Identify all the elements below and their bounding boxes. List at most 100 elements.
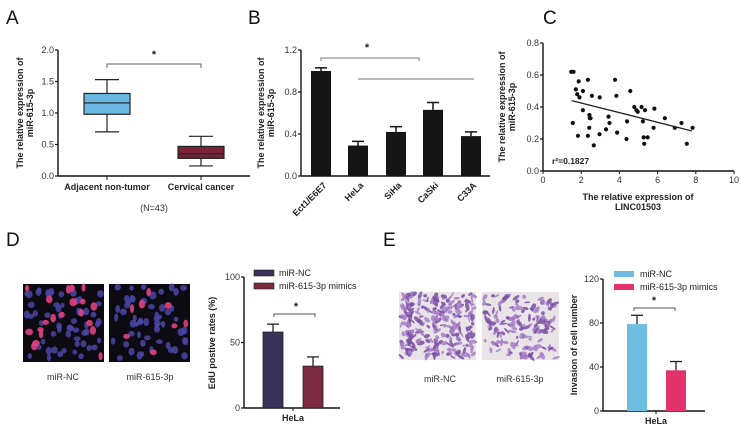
bar-mir-nc (627, 314, 647, 411)
panel-letter-d: D (6, 230, 20, 251)
legend-label: miR-615-3p mimics (279, 281, 357, 291)
data-point (597, 132, 602, 137)
invasion-image-mir-nc (398, 291, 478, 361)
panel-letter-b: B (248, 8, 261, 29)
data-point (642, 141, 647, 146)
data-point (571, 69, 576, 74)
bar-caski (423, 101, 443, 176)
data-point (645, 135, 650, 140)
panel-letter-e: E (383, 230, 396, 251)
data-point (614, 93, 619, 98)
data-point (573, 87, 578, 92)
y-tick-label: 0.0 (284, 171, 297, 181)
y-tick-label: 1.5 (41, 77, 54, 87)
legend-label: miR-615-3p mimics (640, 282, 718, 292)
bar-hela (348, 140, 368, 176)
y-tick-label: 40 (589, 362, 599, 372)
bar-mir-nc (262, 323, 284, 409)
edu-image-mir-nc (23, 283, 104, 362)
panel-letter-c: C (543, 8, 557, 29)
data-point (575, 133, 581, 138)
y-tick-label: 0.0 (526, 166, 539, 176)
x-tick-label: 10 (729, 175, 739, 185)
data-point (639, 104, 644, 110)
category-label: Ect1/E6E7 (291, 180, 329, 218)
category-label: C33A (455, 180, 479, 204)
panel-a-boxplot: 0.0 0.5 1.0 1.5 2.0 Adjacent non-tumor Cervica… (15, 45, 250, 213)
y-tick-label: 50 (230, 338, 240, 348)
image-label: miR-NC (424, 374, 456, 384)
x-tick-label: 8 (693, 175, 698, 185)
y-tick-label: 0.6 (526, 70, 539, 80)
data-point (607, 120, 612, 126)
y-tick-label: 80 (589, 318, 599, 328)
image-label: miR-615-3p (126, 372, 173, 382)
bar-mimics (666, 360, 686, 411)
invasion-image-mir-615-3p (482, 292, 561, 361)
x-tick-label: 0 (540, 175, 545, 185)
x-tick-label: 2 (579, 175, 584, 185)
data-point (684, 141, 689, 146)
data-point (624, 119, 630, 124)
data-point (632, 104, 637, 110)
significance-star: * (152, 49, 157, 61)
legend-entry: miR-615-3p mimics (614, 282, 718, 292)
y-axis-label: EdU postive rates (%) (207, 297, 217, 390)
data-points (569, 69, 695, 148)
x-axis-label: LINC01503 (615, 202, 661, 212)
y-tick-label: 0.4 (284, 129, 297, 139)
data-point (597, 95, 602, 100)
y-tick-label: 0.8 (284, 87, 297, 97)
x-tick-label: 4 (617, 175, 622, 185)
legend-label: miR-NC (640, 269, 672, 279)
category-label: Cervical cancer (168, 182, 235, 192)
y-tick-label: 0.5 (41, 140, 54, 150)
x-tick-label: 6 (655, 175, 660, 185)
data-point (588, 116, 593, 121)
box-adjacent (83, 79, 131, 180)
y-tick-label: 0.0 (41, 171, 54, 181)
bar-mimics (302, 356, 324, 409)
significance-star: * (652, 295, 657, 307)
data-point (641, 135, 646, 140)
data-point (576, 79, 581, 84)
data-point (624, 136, 629, 142)
data-point (612, 77, 618, 82)
data-point (587, 125, 592, 130)
category-label: SiHa (382, 180, 404, 202)
data-point (606, 114, 611, 119)
category-label: Adjacent non-tumor (64, 182, 150, 192)
y-tick-label: 1.2 (284, 45, 297, 55)
data-point (585, 133, 590, 138)
data-point (575, 92, 580, 97)
data-point (642, 108, 648, 113)
data-point (615, 130, 620, 135)
y-tick-label: 0.4 (526, 102, 539, 112)
legend-entry: miR-NC (614, 269, 672, 279)
data-point (587, 112, 592, 118)
data-point (585, 77, 590, 82)
data-point (589, 93, 594, 98)
legend-entry: miR-615-3p mimics (253, 281, 357, 291)
data-point (640, 119, 645, 124)
significance-star: * (365, 42, 370, 54)
y-tick-label: 0.2 (526, 134, 539, 144)
y-tick-label: 120 (584, 274, 599, 284)
y-tick-label: 100 (225, 272, 240, 282)
data-point (603, 127, 609, 132)
y-tick-label: 0 (235, 403, 240, 413)
data-point (580, 88, 586, 94)
y-tick-label: 0.8 (526, 38, 539, 48)
panel-letter-a: A (6, 8, 19, 29)
data-point (651, 125, 656, 130)
data-point (570, 120, 575, 126)
panel-b-barchart: 0.0 0.4 0.8 1.2 Ect1/E6E7 HeLa SiHa CaSki C33A * T… (256, 42, 490, 218)
legend-label: miR-NC (279, 268, 311, 278)
y-tick-label: 1.0 (41, 108, 54, 118)
y-axis-label: The relative expression ofmiR-615-3p (256, 56, 276, 168)
data-point (652, 106, 657, 111)
bar-c33a (461, 131, 481, 176)
y-axis-label: The relative expression ofmiR-615-3p (15, 56, 35, 168)
legend-entry: miR-NC (253, 268, 311, 278)
